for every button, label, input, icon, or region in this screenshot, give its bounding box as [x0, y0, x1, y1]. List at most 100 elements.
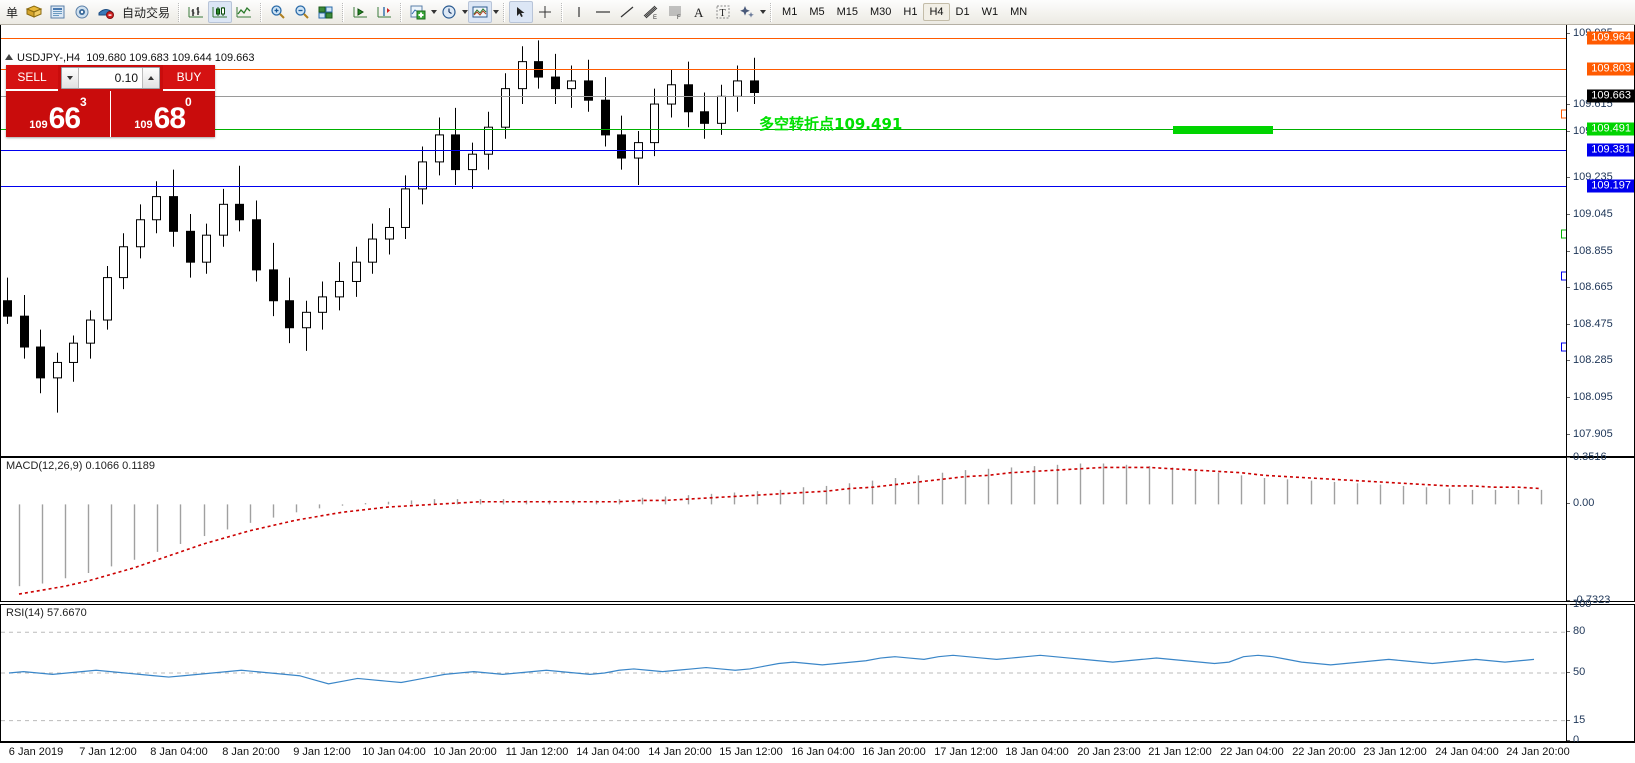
line-chart-icon[interactable]	[232, 1, 256, 23]
zoom-in-icon[interactable]	[266, 1, 290, 23]
resistance-line-2[interactable]	[1, 68, 1566, 119]
time-label: 14 Jan 20:00	[648, 746, 712, 758]
volume-stepper[interactable]: 0.10	[61, 67, 160, 89]
chart-annotation-text[interactable]: 多空转折点109.491	[759, 114, 903, 133]
line-handle[interactable]	[1561, 342, 1566, 352]
news-icon[interactable]	[46, 1, 70, 23]
rsi-plot[interactable]	[1, 605, 1566, 741]
current-bid-line-tag[interactable]: 109.663	[1587, 89, 1634, 103]
time-label: 23 Jan 12:00	[1363, 746, 1427, 758]
resistance-line-1-tag[interactable]: 109.964	[1587, 31, 1634, 45]
timeframe-h1[interactable]: H1	[903, 6, 918, 18]
chevron-down-icon[interactable]	[462, 10, 469, 14]
shapes-icon[interactable]	[735, 1, 759, 23]
rsi-pane[interactable]: RSI(14) 57.6670 100 80 50 15 0	[0, 598, 1635, 746]
price-plot[interactable]: 多空转折点109.491	[1, 25, 1566, 456]
symbol-header: USDJPY-,H4 109.680 109.683 109.644 109.6…	[5, 52, 255, 64]
timeframe-d1[interactable]: D1	[955, 6, 970, 18]
sell-button[interactable]: SELL	[6, 65, 58, 91]
sell-price[interactable]: 109 66 3	[6, 91, 111, 137]
svg-text:A: A	[694, 5, 704, 20]
macd-plot[interactable]	[1, 458, 1566, 601]
tile-windows-icon[interactable]	[314, 1, 338, 23]
time-label: 17 Jan 12:00	[934, 746, 998, 758]
timeframe-m15[interactable]: M15	[836, 6, 858, 18]
chart-shift-icon[interactable]	[372, 1, 396, 23]
time-label: 9 Jan 12:00	[293, 746, 351, 758]
new-order-button[interactable]: 单	[6, 5, 19, 20]
fibonacci-icon[interactable]: F	[663, 1, 687, 23]
macd-pane[interactable]: MACD(12,26,9) 0.1066 0.1189 0.3516 0.00 -0…	[0, 451, 1635, 606]
timeframe-m1[interactable]: M1	[782, 6, 798, 18]
price-scale[interactable]: 109.985109.615109.475109.235109.045108.8…	[1566, 25, 1634, 476]
bar-chart-icon[interactable]	[184, 1, 208, 23]
pivot-line[interactable]	[1, 128, 1566, 239]
buy-price-pipette: 0	[185, 95, 192, 109]
time-label: 18 Jan 04:00	[1005, 746, 1069, 758]
candlestick-chart-icon[interactable]	[208, 1, 233, 23]
crosshair-icon[interactable]	[533, 1, 557, 23]
collapse-triangle-icon[interactable]	[5, 54, 13, 60]
time-label: 21 Jan 12:00	[1148, 746, 1212, 758]
timeframe-h4[interactable]: H4	[923, 3, 950, 21]
add-indicator-icon[interactable]	[406, 1, 430, 23]
text-label-icon[interactable]: T	[711, 1, 735, 23]
current-bid-line[interactable]	[1, 95, 1566, 97]
equidistant-channel-icon[interactable]: E	[639, 1, 663, 23]
templates-icon[interactable]	[468, 1, 493, 23]
support-line-2[interactable]	[1, 185, 1566, 352]
buy-button[interactable]: BUY	[163, 65, 215, 91]
vertical-line-icon[interactable]	[567, 1, 591, 23]
buy-price-main: 68	[153, 102, 186, 135]
time-label: 6 Jan 2019	[8, 746, 64, 758]
selection-highlight[interactable]	[1173, 125, 1273, 134]
line-handle[interactable]	[1561, 229, 1566, 239]
folder-icon[interactable]	[22, 1, 46, 23]
price-pane[interactable]: 多空转折点109.491 109.985109.615109.475109.23…	[0, 25, 1635, 476]
chevron-down-icon[interactable]	[431, 10, 438, 14]
buy-price-integer: 109	[134, 119, 153, 131]
text-icon[interactable]: A	[687, 1, 711, 23]
symbol-ohlc: 109.680 109.683 109.644 109.663	[86, 52, 255, 64]
pivot-line-tag[interactable]: 109.491	[1587, 122, 1634, 136]
time-axis[interactable]: 6 Jan 2019 7 Jan 12:00 8 Jan 04:00 8 Jan 20…	[0, 742, 1635, 763]
period-clock-icon[interactable]	[437, 1, 461, 23]
time-label: 16 Jan 20:00	[862, 746, 926, 758]
timeframe-w1[interactable]: W1	[981, 6, 999, 18]
one-click-trading-panel[interactable]: SELL 0.10 BUY 109 66 3 109 68 0	[6, 65, 215, 137]
zoom-out-icon[interactable]	[290, 1, 314, 23]
trendline-icon[interactable]	[615, 1, 639, 23]
rsi-scale[interactable]: 100 80 50 15 0	[1566, 598, 1634, 746]
macd-scale[interactable]: 0.3516 0.00 -0.7323	[1566, 451, 1634, 606]
line-handle[interactable]	[1561, 271, 1566, 281]
chevron-down-icon[interactable]	[760, 10, 767, 14]
volume-decrease-button[interactable]	[62, 68, 79, 88]
horizontal-line-icon[interactable]	[591, 1, 615, 23]
chevron-up-icon	[148, 76, 154, 80]
cursor-icon[interactable]	[509, 1, 534, 23]
chevron-down-icon	[67, 76, 73, 80]
chart-area[interactable]: 多空转折点109.491 109.985109.615109.475109.23…	[0, 25, 1635, 763]
time-label: 22 Jan 04:00	[1220, 746, 1284, 758]
timeframe-mn[interactable]: MN	[1010, 6, 1028, 18]
time-label: 22 Jan 20:00	[1292, 746, 1356, 758]
volume-value[interactable]: 0.10	[114, 71, 138, 85]
autotrading-button[interactable]: 自动交易	[122, 5, 171, 20]
resistance-line-2-tag[interactable]: 109.803	[1587, 62, 1634, 76]
timeframe-m30[interactable]: M30	[870, 6, 892, 18]
trade-panel-prices: 109 66 3 109 68 0	[6, 91, 215, 137]
volume-increase-button[interactable]	[142, 68, 159, 88]
svg-text:T: T	[720, 8, 726, 19]
support-line-1-tag[interactable]: 109.381	[1587, 143, 1634, 157]
expert-advisor-icon[interactable]	[94, 1, 118, 23]
toolbar-separator	[178, 2, 181, 22]
buy-price[interactable]: 109 68 0	[111, 91, 215, 137]
support-line-1[interactable]	[1, 150, 1566, 281]
auto-scroll-icon[interactable]	[348, 1, 372, 23]
timeframe-m5[interactable]: M5	[809, 6, 825, 18]
line-handle[interactable]	[1561, 109, 1566, 119]
chevron-down-icon[interactable]	[493, 10, 500, 14]
resistance-line-1[interactable]	[1, 37, 1566, 39]
support-line-2-tag[interactable]: 109.197	[1587, 179, 1634, 193]
alerts-icon[interactable]	[70, 1, 94, 23]
